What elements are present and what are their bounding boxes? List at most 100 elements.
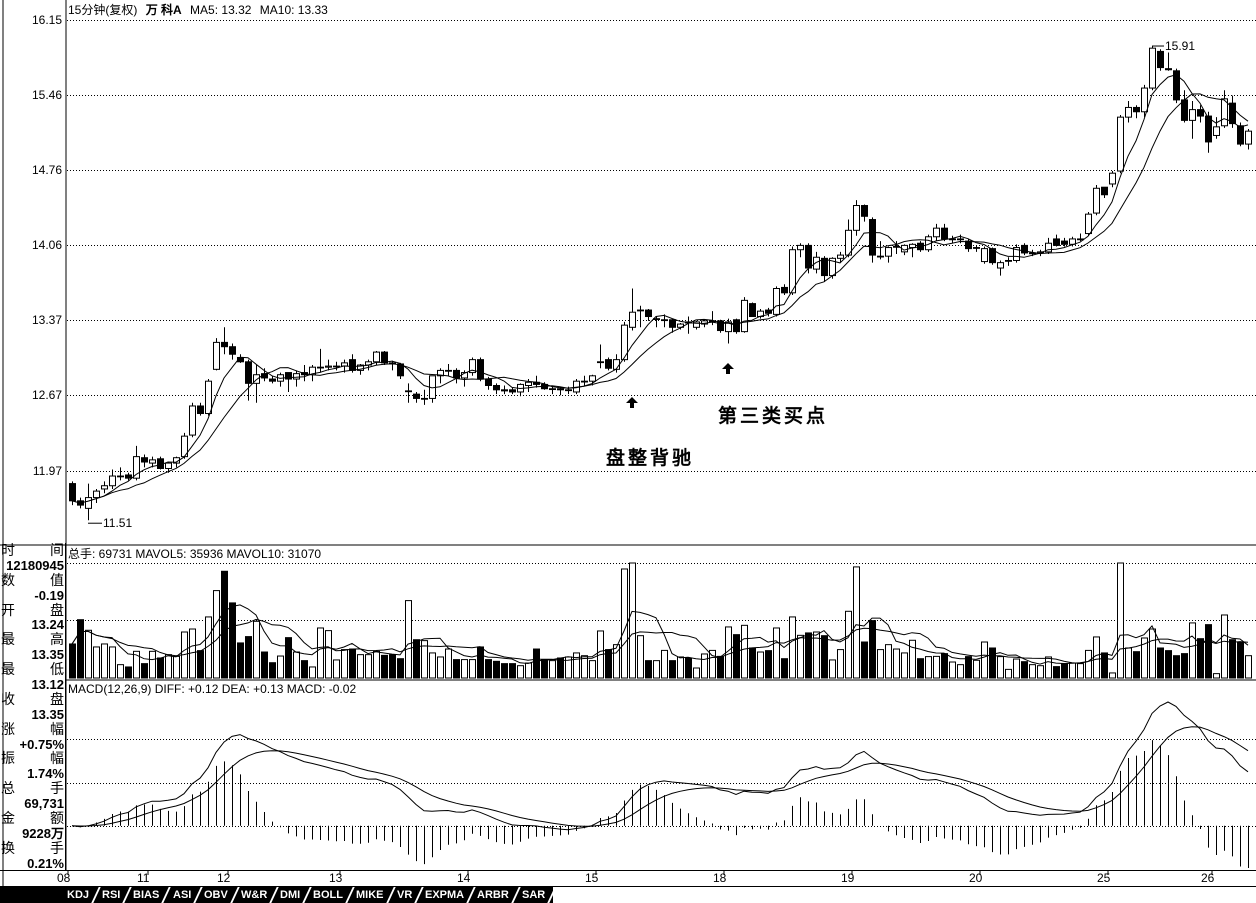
volume-bar-up <box>1037 665 1044 679</box>
volume-bar-down <box>533 648 540 679</box>
volume-bar-down <box>413 639 420 679</box>
info-value: 1.74% <box>27 766 64 782</box>
ma5-readout: MA5: 13.32 <box>190 3 252 17</box>
price-tick-label: 14.06 <box>31 238 62 253</box>
volume-bar-down <box>477 646 484 679</box>
candle-up <box>621 324 628 361</box>
volume-bar-up <box>1093 636 1100 679</box>
candle-up <box>973 247 980 249</box>
tab-sar[interactable]: SAR <box>513 887 557 903</box>
volume-bar-up <box>773 627 780 679</box>
volume-bar-down <box>381 654 388 679</box>
candle-down <box>669 319 676 328</box>
volume-bar-up <box>365 654 372 679</box>
candle-up <box>797 244 804 251</box>
volume-bar-down <box>1165 650 1172 679</box>
volume-bar-up <box>317 627 324 679</box>
volume-bar-up <box>109 646 116 679</box>
volume-bar-down <box>269 662 276 679</box>
volume-bar-up <box>845 610 852 679</box>
date-tick-label: 14 <box>457 871 471 885</box>
price-tick-label: 16.15 <box>31 13 62 28</box>
candle-down <box>269 378 276 382</box>
volume-bar-up <box>757 651 764 679</box>
candle-down <box>221 341 228 348</box>
volume-bar-up <box>149 650 156 679</box>
tab-expma[interactable]: EXPMA <box>416 887 476 903</box>
candle-up <box>1077 238 1084 241</box>
candle-up <box>405 390 412 393</box>
candle-up <box>741 299 748 333</box>
candle-up <box>1189 109 1196 121</box>
info-value: 9228万 <box>22 825 64 841</box>
candle-down <box>1053 238 1060 246</box>
candle-down <box>1197 109 1204 117</box>
volume-bar-up <box>373 650 380 679</box>
volume-bar-up <box>1069 662 1076 679</box>
volume-bar-up <box>1117 562 1124 679</box>
volume-bar-up <box>85 629 92 679</box>
candle-up <box>565 389 572 392</box>
tab-label: OBV <box>203 889 228 901</box>
info-label: 振幅 <box>0 751 65 766</box>
candle-up <box>213 341 220 370</box>
volume-bar-up <box>637 635 644 679</box>
annotation-consolidation-divergence: 盘整背驰 <box>606 447 695 469</box>
volume-bar-up <box>309 666 316 679</box>
volume-bar-down <box>765 650 772 679</box>
volume-bar-up <box>549 660 556 679</box>
volume-bar-down <box>749 647 756 679</box>
volume-bar-up <box>573 652 580 679</box>
candle-down <box>717 320 724 332</box>
candle-down <box>1205 115 1212 143</box>
tab-label: ASI <box>172 889 191 901</box>
info-label-left: 涨 <box>1 720 15 737</box>
volume-bar-up <box>613 644 620 679</box>
volume-bar-up <box>525 662 532 679</box>
info-value: 12180945 <box>6 557 64 573</box>
volume-bar-up <box>405 600 412 679</box>
volume-bar-down <box>861 641 868 679</box>
candle-up <box>445 369 452 372</box>
candle-down <box>509 389 516 393</box>
candle-down <box>501 389 508 392</box>
info-value: 13.24 <box>31 617 64 633</box>
volume-bar-up <box>909 639 916 679</box>
volume-bar-up <box>797 634 804 679</box>
volume-bar-down <box>261 651 268 679</box>
volume-bar-up <box>213 590 220 679</box>
volume-bar-up <box>949 661 956 679</box>
info-label: 时间 <box>0 543 65 558</box>
info-label: 总手 <box>0 781 65 796</box>
volume-bar-down <box>77 619 84 679</box>
volume-bar-down <box>1101 652 1108 679</box>
info-label-right: 盘 <box>50 601 64 618</box>
volume-bar-down <box>229 602 236 679</box>
candle-up <box>549 388 556 391</box>
candle-down <box>749 303 756 318</box>
tab-arbr[interactable]: ARBR <box>468 887 521 903</box>
date-tick-label: 19 <box>841 871 855 885</box>
annotation-third-buy-point: 第三类买点 <box>718 405 829 427</box>
info-label-left: 收 <box>1 690 15 707</box>
candle-down <box>69 483 76 502</box>
candle-up <box>637 309 644 312</box>
candle-up <box>293 373 300 380</box>
info-value: +0.75% <box>19 736 64 752</box>
date-tick-label: 11 <box>137 871 150 885</box>
volume-bar-down <box>821 635 828 679</box>
price-tick-label: 13.37 <box>31 312 62 327</box>
info-label-left: 换 <box>1 839 15 856</box>
candle-up <box>149 459 156 464</box>
info-label-right: 幅 <box>50 750 64 767</box>
candle-up <box>189 405 196 436</box>
low-price-label: 11.51 <box>103 516 132 530</box>
volume-bar-up <box>653 660 660 679</box>
candle-up <box>437 369 444 377</box>
volume-bar-up <box>997 656 1004 679</box>
tab-label: EXPMA <box>425 889 465 901</box>
volume-bar-down <box>1053 666 1060 679</box>
candle-down <box>229 346 236 355</box>
volume-bar-down <box>1237 641 1244 679</box>
